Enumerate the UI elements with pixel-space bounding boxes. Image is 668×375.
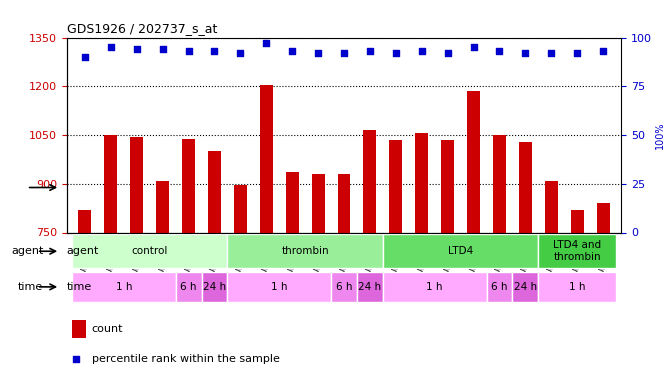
FancyBboxPatch shape [227,234,383,268]
Bar [570,210,584,232]
FancyBboxPatch shape [512,272,538,302]
Bar [337,174,351,232]
Bar [312,174,325,232]
Text: time: time [67,282,92,292]
Point [494,48,505,54]
Text: 1 h: 1 h [116,282,132,292]
Bar [182,139,195,232]
Point [520,50,530,56]
Point [287,48,297,54]
Text: 24 h: 24 h [203,282,226,292]
FancyBboxPatch shape [538,272,616,302]
Text: agent: agent [11,246,43,256]
Bar [156,180,169,232]
FancyBboxPatch shape [227,272,331,302]
Bar [234,185,247,232]
Bar [597,203,610,232]
Text: GDS1926 / 202737_s_at: GDS1926 / 202737_s_at [67,22,217,35]
Point [391,50,401,56]
Point [106,44,116,50]
Point [183,48,194,54]
Bar [78,210,92,232]
Point [572,50,582,56]
Bar [493,135,506,232]
Text: time: time [18,282,43,292]
Text: agent: agent [67,246,99,256]
Point [339,50,349,56]
Text: 6 h: 6 h [491,282,508,292]
Bar [363,130,376,232]
Y-axis label: 100%: 100% [655,121,665,149]
FancyBboxPatch shape [486,272,512,302]
Point [442,50,453,56]
FancyBboxPatch shape [383,234,538,268]
Point [313,50,323,56]
Text: count: count [92,324,124,334]
Bar [260,85,273,232]
Text: control: control [132,246,168,256]
FancyBboxPatch shape [72,272,176,302]
Text: 6 h: 6 h [180,282,197,292]
Bar [415,134,428,232]
FancyBboxPatch shape [538,234,616,268]
Point [209,48,220,54]
Point [132,46,142,52]
Point [546,50,556,56]
Text: 24 h: 24 h [514,282,537,292]
FancyBboxPatch shape [331,272,357,302]
FancyBboxPatch shape [176,272,202,302]
Text: 24 h: 24 h [358,282,381,292]
FancyBboxPatch shape [72,234,227,268]
Text: 1 h: 1 h [426,282,443,292]
Point [598,48,609,54]
Text: thrombin: thrombin [281,246,329,256]
Bar [130,136,143,232]
Bar [286,172,299,232]
Bar [467,91,480,232]
Text: LTD4: LTD4 [448,246,473,256]
Text: percentile rank within the sample: percentile rank within the sample [92,354,280,364]
Bar [389,140,402,232]
Point [158,46,168,52]
Bar [519,141,532,232]
Bar [104,135,118,232]
Point [235,50,246,56]
Text: 1 h: 1 h [271,282,287,292]
FancyBboxPatch shape [357,272,383,302]
Bar [208,151,221,232]
FancyBboxPatch shape [383,272,486,302]
Point [416,48,427,54]
Point [468,44,479,50]
Text: 1 h: 1 h [569,282,585,292]
Point [261,40,272,46]
Text: 6 h: 6 h [336,282,352,292]
Point [365,48,375,54]
Text: LTD4 and
thrombin: LTD4 and thrombin [553,240,601,262]
Bar [72,320,86,338]
Bar [441,140,454,232]
Point [79,54,90,60]
FancyBboxPatch shape [202,272,227,302]
Bar [545,180,558,232]
Point [71,356,81,362]
